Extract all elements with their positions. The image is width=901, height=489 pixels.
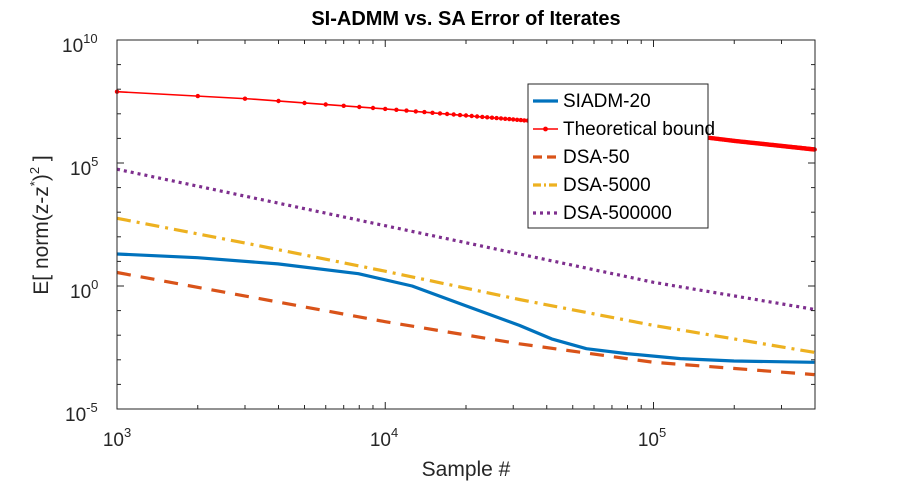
x-tick-label-100000: 105 <box>638 425 666 451</box>
series-marker-theoretical-bound <box>444 111 450 117</box>
series-marker-theoretical-bound <box>195 93 200 99</box>
x-axis-label: Sample # <box>422 458 511 481</box>
series-marker-theoretical-bound <box>422 109 427 115</box>
series-marker-theoretical-bound <box>413 109 418 114</box>
x-tick-label-10000: 104 <box>370 425 398 451</box>
legend-label-dsa-5000: DSA-5000 <box>563 175 651 196</box>
series-marker-theoretical-bound <box>522 118 527 123</box>
series-marker-theoretical-bound <box>474 114 480 119</box>
legend: SIADM-20 Theoretical bound DSA-50 DSA-50… <box>527 83 715 229</box>
series-marker-theoretical-bound <box>457 112 463 118</box>
y-tick-label-1e10: 1010 <box>62 31 98 57</box>
x-tick-label-1000: 103 <box>103 425 131 451</box>
series-marker-theoretical-bound <box>276 98 281 104</box>
series-marker-theoretical-bound <box>394 107 399 113</box>
plot-area <box>117 40 815 409</box>
series-marker-theoretical-bound <box>503 116 508 122</box>
series-line-dsa-50 <box>116 270 815 377</box>
series-marker-theoretical-bound <box>430 110 435 116</box>
legend-swatch-marker <box>543 126 548 132</box>
series-marker-theoretical-bound <box>518 117 523 123</box>
series-marker-theoretical-bound <box>469 113 474 119</box>
series-marker-theoretical-bound <box>404 108 409 113</box>
series-marker-theoretical-bound <box>480 114 485 120</box>
series-marker-theoretical-bound <box>242 96 248 101</box>
series-line-siadm-20 <box>116 252 815 364</box>
y-tick-label-1e5: 105 <box>70 154 98 180</box>
tick-layer <box>116 39 816 410</box>
legend-label-siadm-20: SIADM-20 <box>563 91 651 112</box>
legend-label-dsa-50: DSA-50 <box>563 147 630 168</box>
series-marker-theoretical-bound <box>498 116 504 121</box>
series-marker-theoretical-bound <box>341 103 346 109</box>
series-marker-theoretical-bound <box>357 104 362 110</box>
legend-label-dsa-500000: DSA-500000 <box>563 203 672 224</box>
y-tick-label-1e-5: 10-5 <box>65 400 98 426</box>
series-marker-theoretical-bound <box>323 102 328 107</box>
series-marker-theoretical-bound <box>451 112 456 117</box>
series-marker-theoretical-bound <box>494 115 499 121</box>
series-marker-theoretical-bound <box>485 115 490 120</box>
legend-swatches <box>533 99 558 215</box>
series-marker-theoretical-bound <box>383 106 388 112</box>
series-marker-theoretical-bound <box>489 115 495 120</box>
series-marker-theoretical-bound <box>302 100 307 106</box>
series-marker-theoretical-bound <box>437 111 443 116</box>
chart-title: SI-ADMM vs. SA Error of Iterates <box>311 8 620 30</box>
series-marker-theoretical-bound <box>514 117 520 123</box>
series-marker-theoretical-bound <box>370 105 376 111</box>
series-line-dsa-500000 <box>116 167 815 311</box>
series-marker-theoretical-bound <box>511 117 516 122</box>
y-axis-label: E[ norm(z-z*)2 ] <box>27 155 53 294</box>
series-marker-theoretical-bound <box>507 116 512 122</box>
legend-label-theoretical-bound: Theoretical bound <box>563 119 715 140</box>
series-marker-theoretical-bound <box>463 113 469 118</box>
y-tick-label-1e0: 100 <box>70 277 98 303</box>
series-line-dsa-5000 <box>116 216 815 354</box>
legend-box <box>527 83 709 229</box>
